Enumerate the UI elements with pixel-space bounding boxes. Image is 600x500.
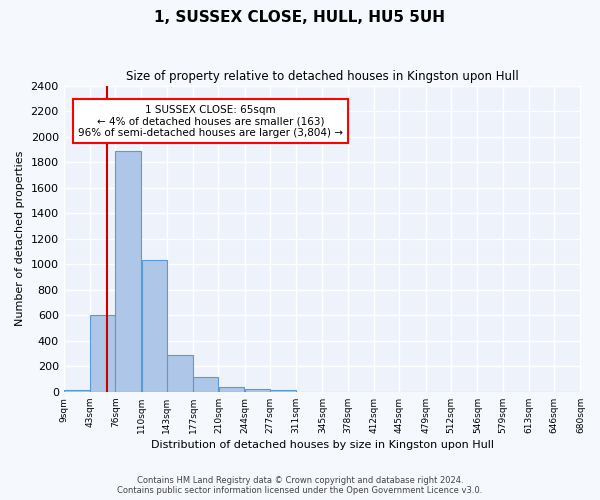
- Text: 1 SUSSEX CLOSE: 65sqm
← 4% of detached houses are smaller (163)
96% of semi-deta: 1 SUSSEX CLOSE: 65sqm ← 4% of detached h…: [78, 104, 343, 138]
- Bar: [270, 390, 296, 392]
- Bar: [245, 390, 270, 392]
- Bar: [218, 386, 244, 392]
- Bar: [64, 390, 89, 392]
- Text: Contains HM Land Registry data © Crown copyright and database right 2024.
Contai: Contains HM Land Registry data © Crown c…: [118, 476, 482, 495]
- Bar: [90, 316, 115, 392]
- Text: 1, SUSSEX CLOSE, HULL, HU5 5UH: 1, SUSSEX CLOSE, HULL, HU5 5UH: [155, 10, 445, 25]
- Bar: [193, 377, 218, 392]
- Bar: [167, 355, 193, 392]
- Bar: [142, 260, 167, 392]
- Y-axis label: Number of detached properties: Number of detached properties: [15, 151, 25, 326]
- X-axis label: Distribution of detached houses by size in Kingston upon Hull: Distribution of detached houses by size …: [151, 440, 494, 450]
- Title: Size of property relative to detached houses in Kingston upon Hull: Size of property relative to detached ho…: [126, 70, 518, 83]
- Bar: [115, 150, 141, 392]
